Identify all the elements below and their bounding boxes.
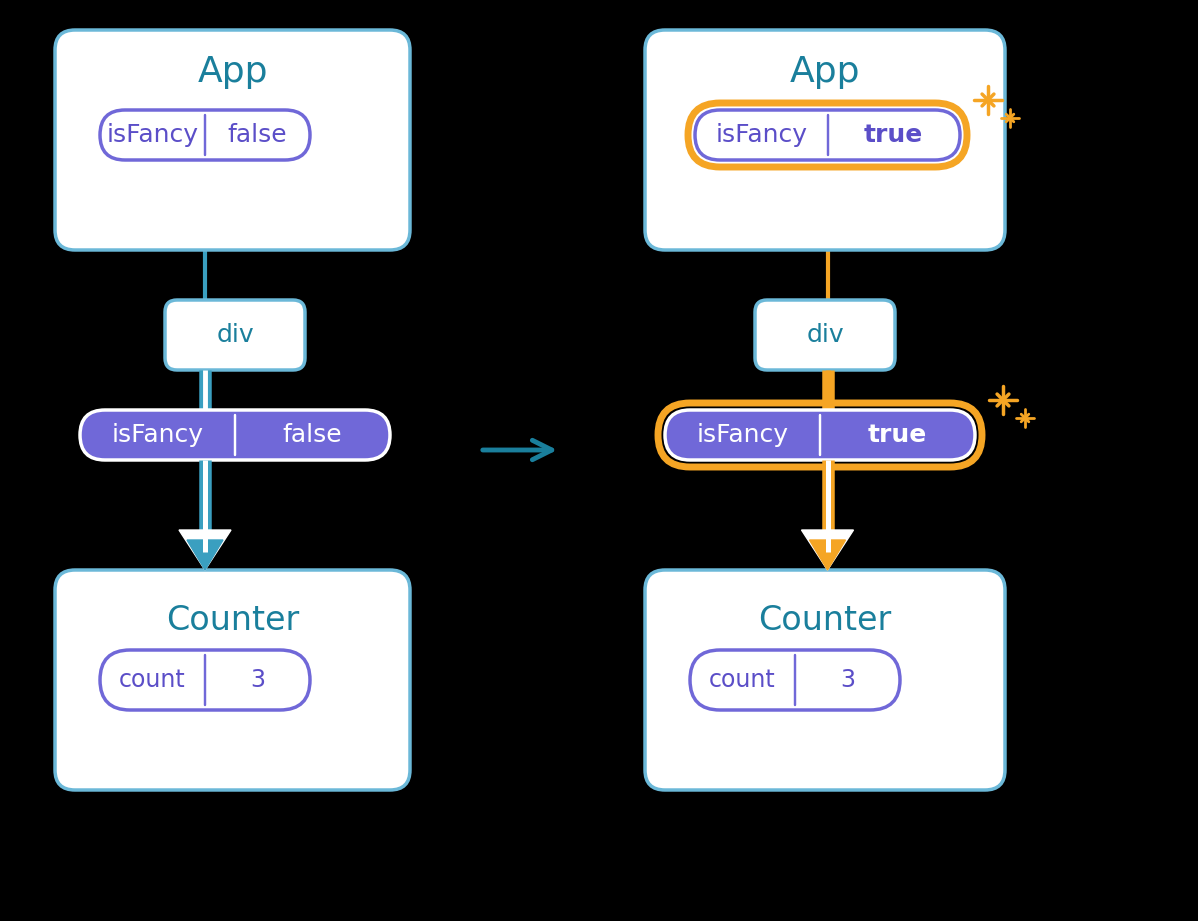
Text: isFancy: isFancy [111,423,204,447]
FancyBboxPatch shape [645,30,1005,250]
FancyBboxPatch shape [665,410,975,460]
Text: 3: 3 [840,668,855,692]
FancyBboxPatch shape [99,650,310,710]
Text: true: true [867,423,927,447]
Text: div: div [806,323,843,347]
Text: count: count [119,668,186,692]
Text: App: App [198,55,267,89]
Polygon shape [179,530,231,570]
FancyBboxPatch shape [80,410,391,460]
FancyBboxPatch shape [755,300,895,370]
Text: 3: 3 [250,668,265,692]
FancyBboxPatch shape [690,650,900,710]
FancyBboxPatch shape [55,30,410,250]
Polygon shape [801,530,853,570]
FancyBboxPatch shape [99,650,310,710]
Polygon shape [810,540,846,570]
FancyBboxPatch shape [99,110,310,160]
Text: isFancy: isFancy [107,123,199,147]
FancyBboxPatch shape [80,410,391,460]
FancyBboxPatch shape [690,650,900,710]
Text: Counter: Counter [165,603,300,636]
FancyBboxPatch shape [165,300,305,370]
FancyBboxPatch shape [695,110,960,160]
FancyBboxPatch shape [695,110,960,160]
Text: div: div [216,323,254,347]
Text: true: true [864,123,924,147]
FancyBboxPatch shape [99,110,310,160]
Text: count: count [709,668,776,692]
Text: isFancy: isFancy [696,423,788,447]
Text: isFancy: isFancy [715,123,807,147]
Text: Counter: Counter [758,603,891,636]
FancyBboxPatch shape [55,570,410,790]
Polygon shape [187,540,223,570]
Text: false: false [228,123,288,147]
Text: false: false [283,423,343,447]
FancyBboxPatch shape [665,410,975,460]
FancyBboxPatch shape [645,570,1005,790]
Text: App: App [789,55,860,89]
